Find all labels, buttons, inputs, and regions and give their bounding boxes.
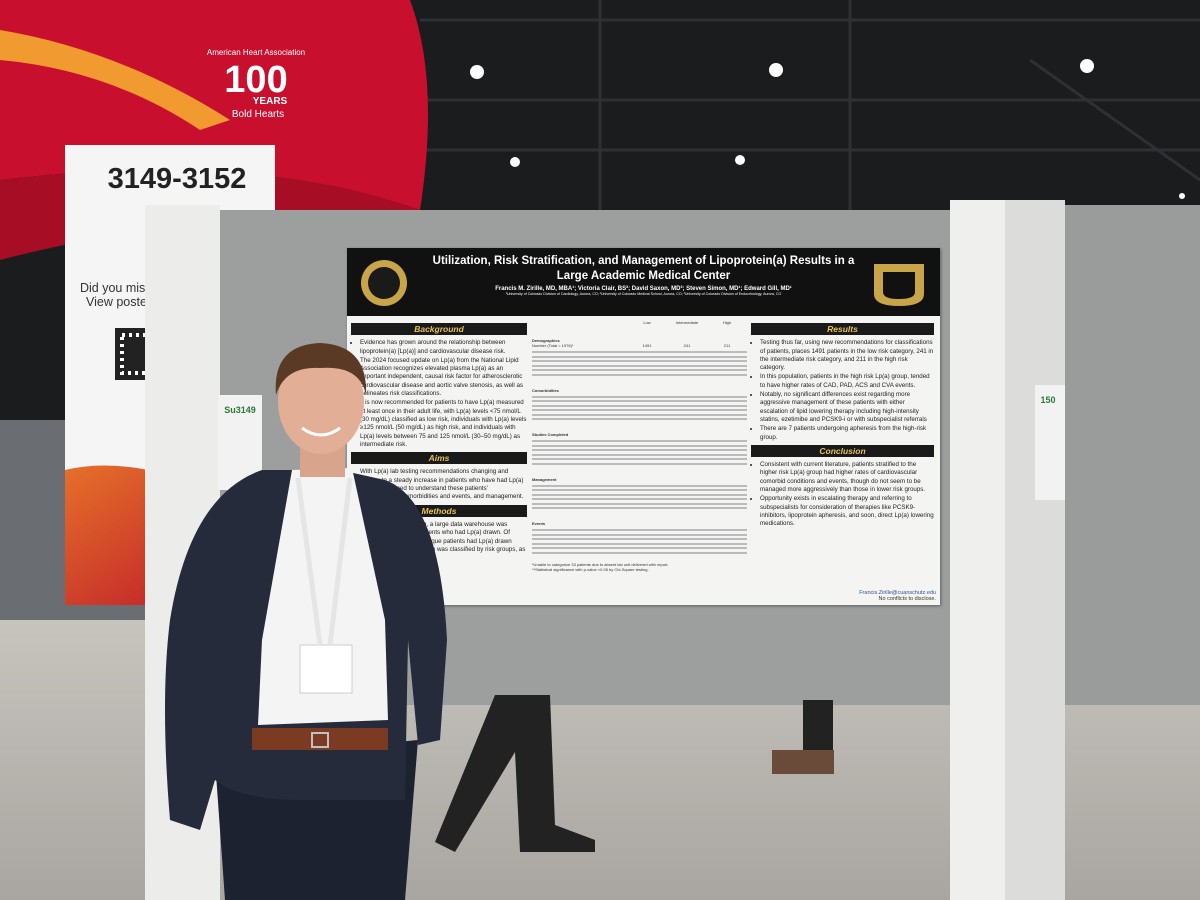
table-row-placeholder <box>532 440 747 442</box>
poster-header: Utilization, Risk Stratification, and Ma… <box>347 248 940 316</box>
table-row-placeholder <box>532 489 747 491</box>
table-row-placeholder <box>532 484 747 487</box>
table-row-placeholder <box>532 529 747 531</box>
booth-card <box>1035 385 1065 500</box>
bullet: In this population, patients in the high… <box>760 373 934 390</box>
section-heading: Background <box>351 323 527 336</box>
table-row-placeholder <box>532 542 747 545</box>
section-heading: Methods <box>351 504 527 517</box>
table-row-placeholder <box>532 409 747 411</box>
bullet: Testing thus far, using new recommendati… <box>760 339 934 372</box>
poster-title: Large Academic Medical Center <box>556 270 731 282</box>
bullet: Consistent with current literature, pati… <box>760 461 934 494</box>
section-heading: Aims <box>351 452 527 465</box>
table-group: Comorbidities <box>532 387 559 393</box>
banner-years: 100 <box>224 59 287 101</box>
table-row-placeholder <box>532 360 747 362</box>
table-row-placeholder <box>532 444 747 447</box>
poster-authors: Francis M. Zirille, MD, MBA¹; Victoria C… <box>495 286 792 292</box>
contact-email: Francis.Zirille@cuanschutz.edu <box>859 590 936 596</box>
booth-card-label: Su3149 <box>224 405 256 415</box>
table-row-placeholder <box>532 449 747 451</box>
bullet: Notably, no significant differences exis… <box>760 391 934 424</box>
banner-years-label: YEARS <box>253 96 288 107</box>
banner-tagline: Bold Hearts <box>232 109 284 120</box>
banner-org: American Heart Association <box>207 48 305 57</box>
board-post <box>950 200 1012 900</box>
bullet: Opportunity exists in escalating therapy… <box>760 495 934 528</box>
table-row-placeholder <box>532 498 747 500</box>
cu-logo <box>874 264 924 306</box>
column-header: High <box>722 320 732 325</box>
table-row-placeholder <box>532 493 747 496</box>
section-heading: Results <box>751 323 934 336</box>
column-header: Intermediate <box>675 320 699 325</box>
booth-numbers: 3149-3152 <box>108 163 247 195</box>
university-seal <box>361 260 407 306</box>
table-group: Studies Completed <box>532 432 569 437</box>
table-header: Low Intermediate High <box>532 320 747 326</box>
table-row-placeholder <box>532 373 747 376</box>
board-post <box>145 205 220 900</box>
bullet-list: Consistent with current literature, pati… <box>751 461 934 528</box>
table-row-placeholder <box>532 364 747 367</box>
bullet: It is now recommended for patients to ha… <box>360 399 527 449</box>
bullet: With Lp(a) lab testing recommendations c… <box>360 468 527 501</box>
table-row-placeholder <box>532 462 747 465</box>
banner-stripe <box>0 30 230 130</box>
table-row-placeholder <box>532 418 747 420</box>
booth-card-label: 150 <box>1040 395 1055 405</box>
table-row-placeholder <box>532 551 747 554</box>
table-row-placeholder <box>532 413 747 416</box>
cell: 241 <box>683 343 691 348</box>
bullet-list: Testing thus far, using new recommendati… <box>751 339 934 442</box>
poster-footer: Francis.Zirille@cuanschutz.edu No confli… <box>859 590 936 602</box>
table-group: Events <box>532 521 546 526</box>
poster-affiliations: ¹University of Colorado Division of Card… <box>505 292 782 296</box>
bullet: The 2024 focused update on Lp(a) from th… <box>360 357 527 398</box>
row-label: Number (Total = 1976)* <box>532 343 574 348</box>
table-row-placeholder <box>532 400 747 402</box>
cell: 1491 <box>642 343 652 348</box>
table-row-placeholder <box>532 351 747 353</box>
poster-title: Utilization, Risk Stratification, and Ma… <box>432 255 855 267</box>
board-post-side <box>1005 200 1065 900</box>
bullet-list: Evidence has grown around the relationsh… <box>351 339 527 449</box>
table-row-placeholder <box>532 538 747 540</box>
poster: Utilization, Risk Stratification, and Ma… <box>347 248 940 605</box>
table-row-placeholder <box>532 533 747 536</box>
column-header: Low <box>643 320 651 325</box>
table-row-placeholder <box>532 458 747 460</box>
results-table: Low Intermediate High Demographics Number (T… <box>532 320 747 573</box>
left-column: Background Evidence has grown around the … <box>351 320 527 555</box>
footnote: **Statistical significance with p-value … <box>532 567 649 572</box>
table-group: Demographics <box>532 337 560 343</box>
bullet: Using our health system, a large data wa… <box>360 521 527 554</box>
cell: 211 <box>723 343 731 348</box>
bullet-list: With Lp(a) lab testing recommendations c… <box>351 468 527 501</box>
bullet-list: Using our health system, a large data wa… <box>351 521 527 554</box>
footnote: *Unable to categorize 33 patients due to… <box>532 561 669 567</box>
section-heading: Conclusion <box>751 444 934 458</box>
disclosure: No conflicts to disclose. <box>878 596 936 602</box>
table-row-placeholder <box>532 404 747 407</box>
table-row-placeholder <box>532 453 747 456</box>
passerby-legs <box>435 695 834 852</box>
table-row-placeholder <box>532 547 747 549</box>
bullet: There are 7 patients undergoing apheresi… <box>760 425 934 442</box>
table-row-placeholder <box>532 507 747 509</box>
table-row-placeholder <box>532 369 747 371</box>
right-column: Results Testing thus far, using new recom… <box>751 320 934 530</box>
bullet: Evidence has grown around the relationsh… <box>360 339 527 356</box>
trusses <box>420 0 1200 210</box>
table-group: Management <box>532 476 557 482</box>
table-row-placeholder <box>532 395 747 398</box>
table-row-placeholder <box>532 355 747 358</box>
table-row: Number (Total = 1976)* 1491 241 211 <box>532 343 747 349</box>
table-row-placeholder <box>532 502 747 505</box>
